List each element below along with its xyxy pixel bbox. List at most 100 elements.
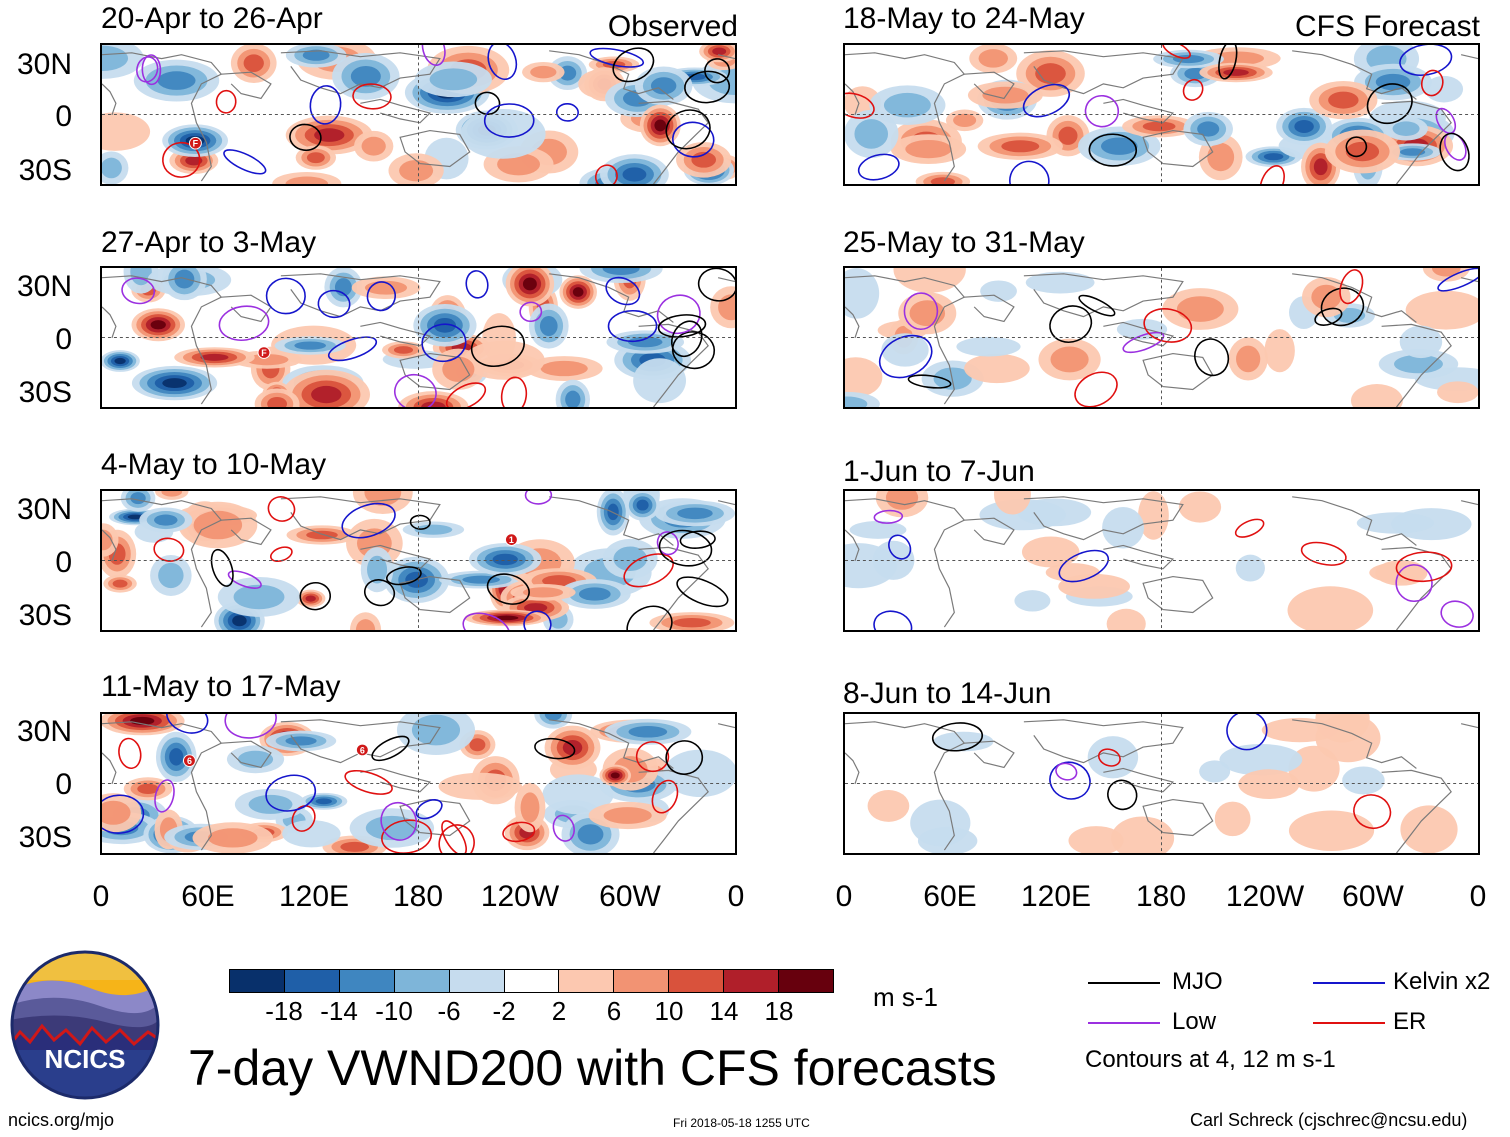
footer-url[interactable]: ncics.org/mjo (8, 1110, 115, 1130)
anomaly-shading (1294, 119, 1314, 133)
coastline (964, 740, 1015, 769)
anomaly-shading (1021, 536, 1080, 568)
anomaly-shading (1351, 384, 1403, 407)
wave-contour (697, 268, 735, 302)
anomaly-shading (1207, 142, 1235, 172)
anomaly-shading (978, 49, 1008, 68)
wave-contour (1088, 133, 1138, 167)
anomaly-shading (602, 268, 640, 275)
wave-contour (118, 737, 142, 770)
anomaly-shading (1328, 91, 1359, 109)
panel-title-obs-3: 4-May to 10-May (101, 448, 327, 481)
colorbar-label: 10 (654, 996, 684, 1026)
coastline (717, 723, 735, 729)
map-panel-fc-2 (843, 266, 1480, 409)
lat-label-30s: 30S (18, 599, 72, 632)
wave-contour (626, 605, 673, 630)
anomaly-shading (867, 790, 910, 822)
coastline (1292, 50, 1417, 100)
anomaly-shading (161, 491, 183, 497)
colorbar-swatch (338, 969, 395, 993)
lat-label-30n: 30N (16, 715, 72, 748)
svg-text:1: 1 (509, 535, 514, 545)
anomaly-shading (572, 287, 584, 297)
wave-contour (363, 579, 396, 607)
coastline (964, 517, 1015, 546)
anomaly-shading (169, 748, 184, 766)
wave-contour (1437, 268, 1478, 292)
anomaly-shading (677, 507, 713, 520)
wave-contour (665, 109, 711, 150)
anomaly-shading (233, 584, 285, 610)
wave-contour (224, 714, 277, 739)
wave-contour (656, 531, 679, 556)
wave-contour (1226, 714, 1268, 751)
anomaly-shading (1424, 75, 1464, 103)
colorbar-swatch (668, 969, 725, 993)
anomaly-shading (1394, 354, 1443, 374)
coastline (1292, 273, 1417, 323)
anomaly-shading (102, 45, 129, 71)
anomaly-shading (1111, 816, 1175, 853)
anomaly-shading (540, 360, 588, 377)
colorbar-label: 18 (764, 996, 794, 1026)
wave-contour (612, 47, 655, 83)
panel-title-obs-1: 20-Apr to 26-Apr (101, 2, 323, 35)
lat-label-eq: 0 (55, 546, 72, 579)
anomaly-shading (127, 514, 143, 520)
anomaly-shading (1017, 498, 1092, 527)
svg-text:6: 6 (360, 745, 365, 755)
wave-contour (589, 47, 645, 68)
anomaly-shading (650, 77, 677, 95)
anomaly-shading (1399, 148, 1426, 156)
anomaly-shading (633, 358, 687, 404)
anomaly-shading (530, 65, 557, 79)
wave-contour (289, 123, 322, 152)
anomaly-shading (365, 815, 418, 841)
lon-label-0: 0 (1469, 880, 1487, 913)
lat-label-eq: 0 (55, 323, 72, 356)
wave-contour (265, 774, 317, 812)
anomaly-shading (1045, 563, 1100, 582)
anomaly-shading (654, 119, 667, 132)
coastline (1023, 273, 1184, 318)
wave-contour (1162, 45, 1191, 59)
lon-label-120e: 120E (278, 880, 350, 913)
lon-label-60w: 60W (1342, 880, 1404, 913)
coastline (638, 100, 709, 184)
panel-title-fc-2: 25-May to 31-May (843, 226, 1085, 259)
map-panel-fc-4 (843, 712, 1480, 855)
wave-contour (380, 801, 418, 841)
wave-contour (1074, 371, 1118, 407)
anomaly-shading (1392, 121, 1420, 136)
anomaly-shading (1219, 743, 1303, 776)
anomaly-shading (905, 139, 952, 159)
lat-label-30n: 30N (16, 270, 72, 303)
wave-contour (605, 276, 641, 306)
wave-contour (1049, 305, 1093, 343)
wave-contour (121, 277, 156, 305)
colorbar-label: 6 (606, 996, 622, 1026)
anomaly-shading (603, 807, 652, 824)
anomaly-shading (1399, 325, 1443, 359)
wave-contour (267, 496, 296, 522)
coastline (717, 54, 735, 60)
storm-marker: 1 (504, 533, 518, 546)
wave-contour (352, 83, 392, 110)
coastline (102, 275, 223, 405)
coastline (549, 496, 674, 546)
colorbar-swatch (558, 969, 615, 993)
wave-contour (1420, 69, 1444, 97)
lon-label-120w: 120W (1225, 880, 1305, 913)
wave-contour (555, 103, 579, 122)
wave-contour (1353, 794, 1392, 830)
wave-contour (671, 320, 703, 358)
coastline (1023, 50, 1184, 95)
wave-contour (1049, 761, 1091, 800)
anomaly-shading (524, 603, 548, 613)
anomaly-shading (438, 772, 523, 800)
wave-contour (679, 530, 716, 549)
colorbar-swatch (448, 969, 505, 993)
lon-label-0: 0 (727, 880, 745, 913)
contour-note: Contours at 4, 12 m s-1 (1085, 1046, 1336, 1073)
